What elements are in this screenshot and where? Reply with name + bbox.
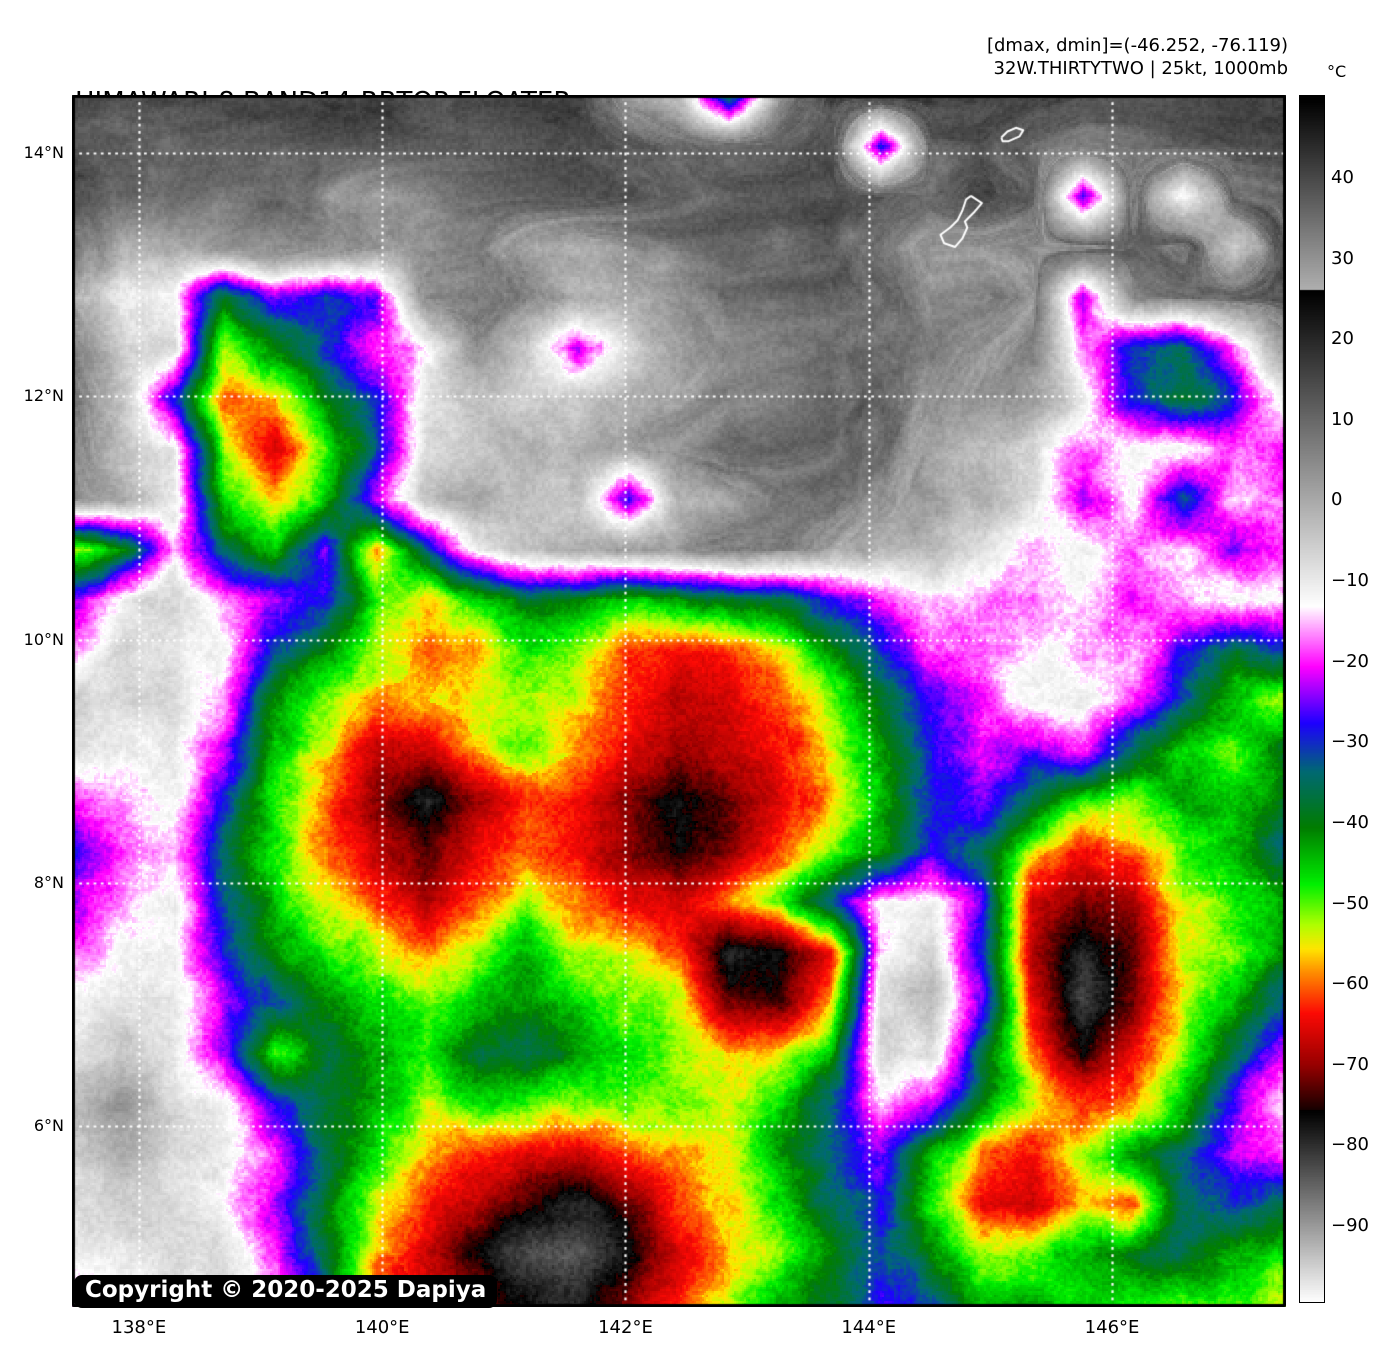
copyright-badge: Copyright © 2020-2025 Dapiya xyxy=(74,1275,498,1308)
lon-tick-label: 144°E xyxy=(841,1317,897,1338)
lon-tick-label: 146°E xyxy=(1084,1317,1140,1338)
header-right: [dmax, dmin]=(-46.252, -76.119) 32W.THIR… xyxy=(987,34,1288,80)
colorbar-tick-label: −20 xyxy=(1331,650,1369,672)
satellite-map-area: Copyright © 2020-2025 Dapiya xyxy=(72,95,1286,1308)
colorbar-tick-label: 20 xyxy=(1331,328,1354,350)
colorbar-tick-label: 10 xyxy=(1331,408,1354,430)
storm-info-label: 32W.THIRTYTWO | 25kt, 1000mb xyxy=(993,58,1288,79)
map-grid-overlay-canvas xyxy=(72,95,1286,1307)
lon-tick-label: 138°E xyxy=(111,1317,167,1338)
lat-tick-label: 10°N xyxy=(23,629,64,649)
colorbar-tick-label: −60 xyxy=(1331,973,1369,995)
colorbar-tick-label: −90 xyxy=(1331,1215,1369,1237)
lat-tick-label: 8°N xyxy=(33,872,64,892)
dmax-dmin-readout: [dmax, dmin]=(-46.252, -76.119) xyxy=(986,35,1288,56)
colorbar-tick-label: −50 xyxy=(1331,892,1369,914)
lat-tick-label: 14°N xyxy=(23,143,64,163)
lat-tick-label: 6°N xyxy=(33,1115,64,1135)
colorbar-unit-label: °C xyxy=(1327,62,1347,81)
colorbar-tick-label: −70 xyxy=(1331,1053,1369,1075)
colorbar-tick-label: 40 xyxy=(1331,167,1354,189)
colorbar-tick-label: −40 xyxy=(1331,811,1369,833)
lon-tick-label: 140°E xyxy=(354,1317,410,1338)
colorbar-tick-label: 0 xyxy=(1331,489,1343,511)
lat-tick-label: 12°N xyxy=(23,386,64,406)
lon-tick-label: 142°E xyxy=(598,1317,653,1338)
colorbar xyxy=(1299,95,1325,1303)
colorbar-tick-label: −80 xyxy=(1331,1134,1369,1156)
colorbar-tick-label: 30 xyxy=(1331,247,1354,269)
colorbar-tick-label: −30 xyxy=(1331,731,1369,753)
colorbar-tick-label: −10 xyxy=(1331,570,1369,592)
